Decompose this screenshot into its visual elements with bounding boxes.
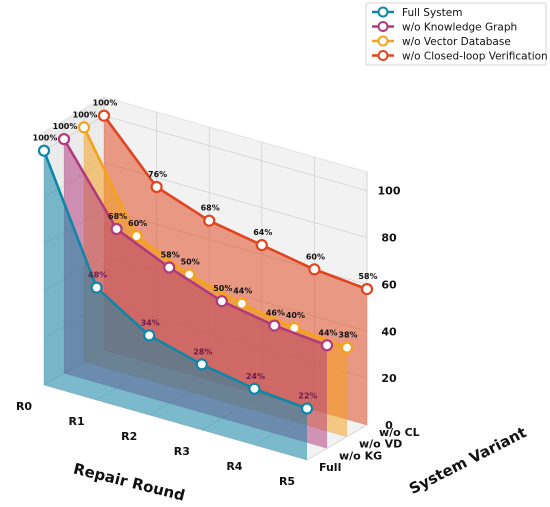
series-full: 100% 48% 34% 28% 24% 22% <box>33 134 318 460</box>
data-point <box>97 109 111 122</box>
data-label: 46% <box>266 309 285 318</box>
z-tick-label: 100 <box>378 185 401 198</box>
data-label: 76% <box>148 170 167 179</box>
legend-entry: Full System <box>402 7 462 19</box>
data-label: 60% <box>128 219 147 228</box>
data-point <box>235 297 248 310</box>
data-point <box>340 341 354 354</box>
data-point <box>203 214 216 227</box>
data-point <box>143 329 156 342</box>
data-label: 34% <box>141 318 160 327</box>
data-point <box>163 261 176 274</box>
z-tick-label: 0 <box>385 419 393 432</box>
data-label: 24% <box>246 372 265 381</box>
data-label: 100% <box>53 122 78 131</box>
data-point <box>308 263 321 276</box>
data-point <box>37 144 51 157</box>
data-point <box>320 339 334 352</box>
x-tick-label: R4 <box>226 460 242 473</box>
data-point <box>300 402 314 415</box>
data-point <box>195 358 208 371</box>
data-label: 40% <box>286 311 305 320</box>
data-label: 68% <box>201 204 220 213</box>
data-point <box>57 133 71 146</box>
data-label: 28% <box>193 347 212 356</box>
data-label: 44% <box>318 328 337 337</box>
data-label: 48% <box>88 271 107 280</box>
x-tick-label: R3 <box>174 445 190 458</box>
data-label: 58% <box>161 251 180 260</box>
data-label: 68% <box>108 212 127 221</box>
series-line <box>82 126 348 349</box>
legend: Full System w/o Knowledge Graph w/o Vector… <box>365 2 548 66</box>
variant-tick-label: Full <box>319 461 341 474</box>
variant-tick-label: w/o VD <box>359 438 402 451</box>
data-point <box>215 295 228 308</box>
data-label: 60% <box>306 252 325 261</box>
x-tick-label: R5 <box>279 475 295 488</box>
z-tick-label: 60 <box>381 278 397 291</box>
data-point <box>77 121 91 134</box>
data-label: 44% <box>233 287 252 296</box>
data-label: 50% <box>181 258 200 267</box>
series-line <box>62 138 328 347</box>
variant-tick-label: w/o KG <box>339 449 382 462</box>
data-point <box>110 222 123 236</box>
data-label: 58% <box>358 272 377 281</box>
data-point <box>130 230 143 243</box>
z-tick-label: 40 <box>381 325 397 338</box>
data-point <box>255 239 268 252</box>
x-tick-label: R2 <box>121 430 137 443</box>
legend-marker <box>377 35 389 47</box>
y-axis-title: System Variant <box>406 423 529 498</box>
legend-entry: w/o Closed-loop Verification <box>402 51 548 63</box>
legend-marker <box>377 6 389 18</box>
x-tick-label: R0 <box>16 400 32 413</box>
data-point <box>248 382 261 395</box>
data-label: 64% <box>253 228 272 237</box>
data-label: 22% <box>298 392 317 401</box>
legend-entry: w/o Knowledge Graph <box>402 22 517 34</box>
data-label: 100% <box>33 134 58 143</box>
data-label: 50% <box>213 284 232 293</box>
data-label: 100% <box>93 99 118 108</box>
data-point <box>360 283 374 296</box>
series-line <box>42 150 308 410</box>
legend-marker <box>377 50 389 61</box>
data-point <box>90 281 103 294</box>
x-axis-title: Repair Round <box>72 460 187 505</box>
variant-tick-label: w/o CL <box>379 426 420 439</box>
legend-entry: w/o Vector Database <box>402 36 511 48</box>
z-tick-label: 20 <box>381 372 397 385</box>
series-layer: 100%76%68%64%60%58%100%60%50%44%40%38%10… <box>33 99 378 460</box>
data-point <box>268 319 281 332</box>
x-tick-label: R1 <box>69 415 85 428</box>
legend-marker <box>377 21 389 32</box>
series-area <box>44 150 307 460</box>
data-label: 38% <box>338 331 357 340</box>
legend-box <box>365 2 547 66</box>
data-point <box>150 180 163 194</box>
data-label: 100% <box>73 110 98 119</box>
z-tick-label: 80 <box>381 232 397 245</box>
series-line <box>102 114 368 291</box>
